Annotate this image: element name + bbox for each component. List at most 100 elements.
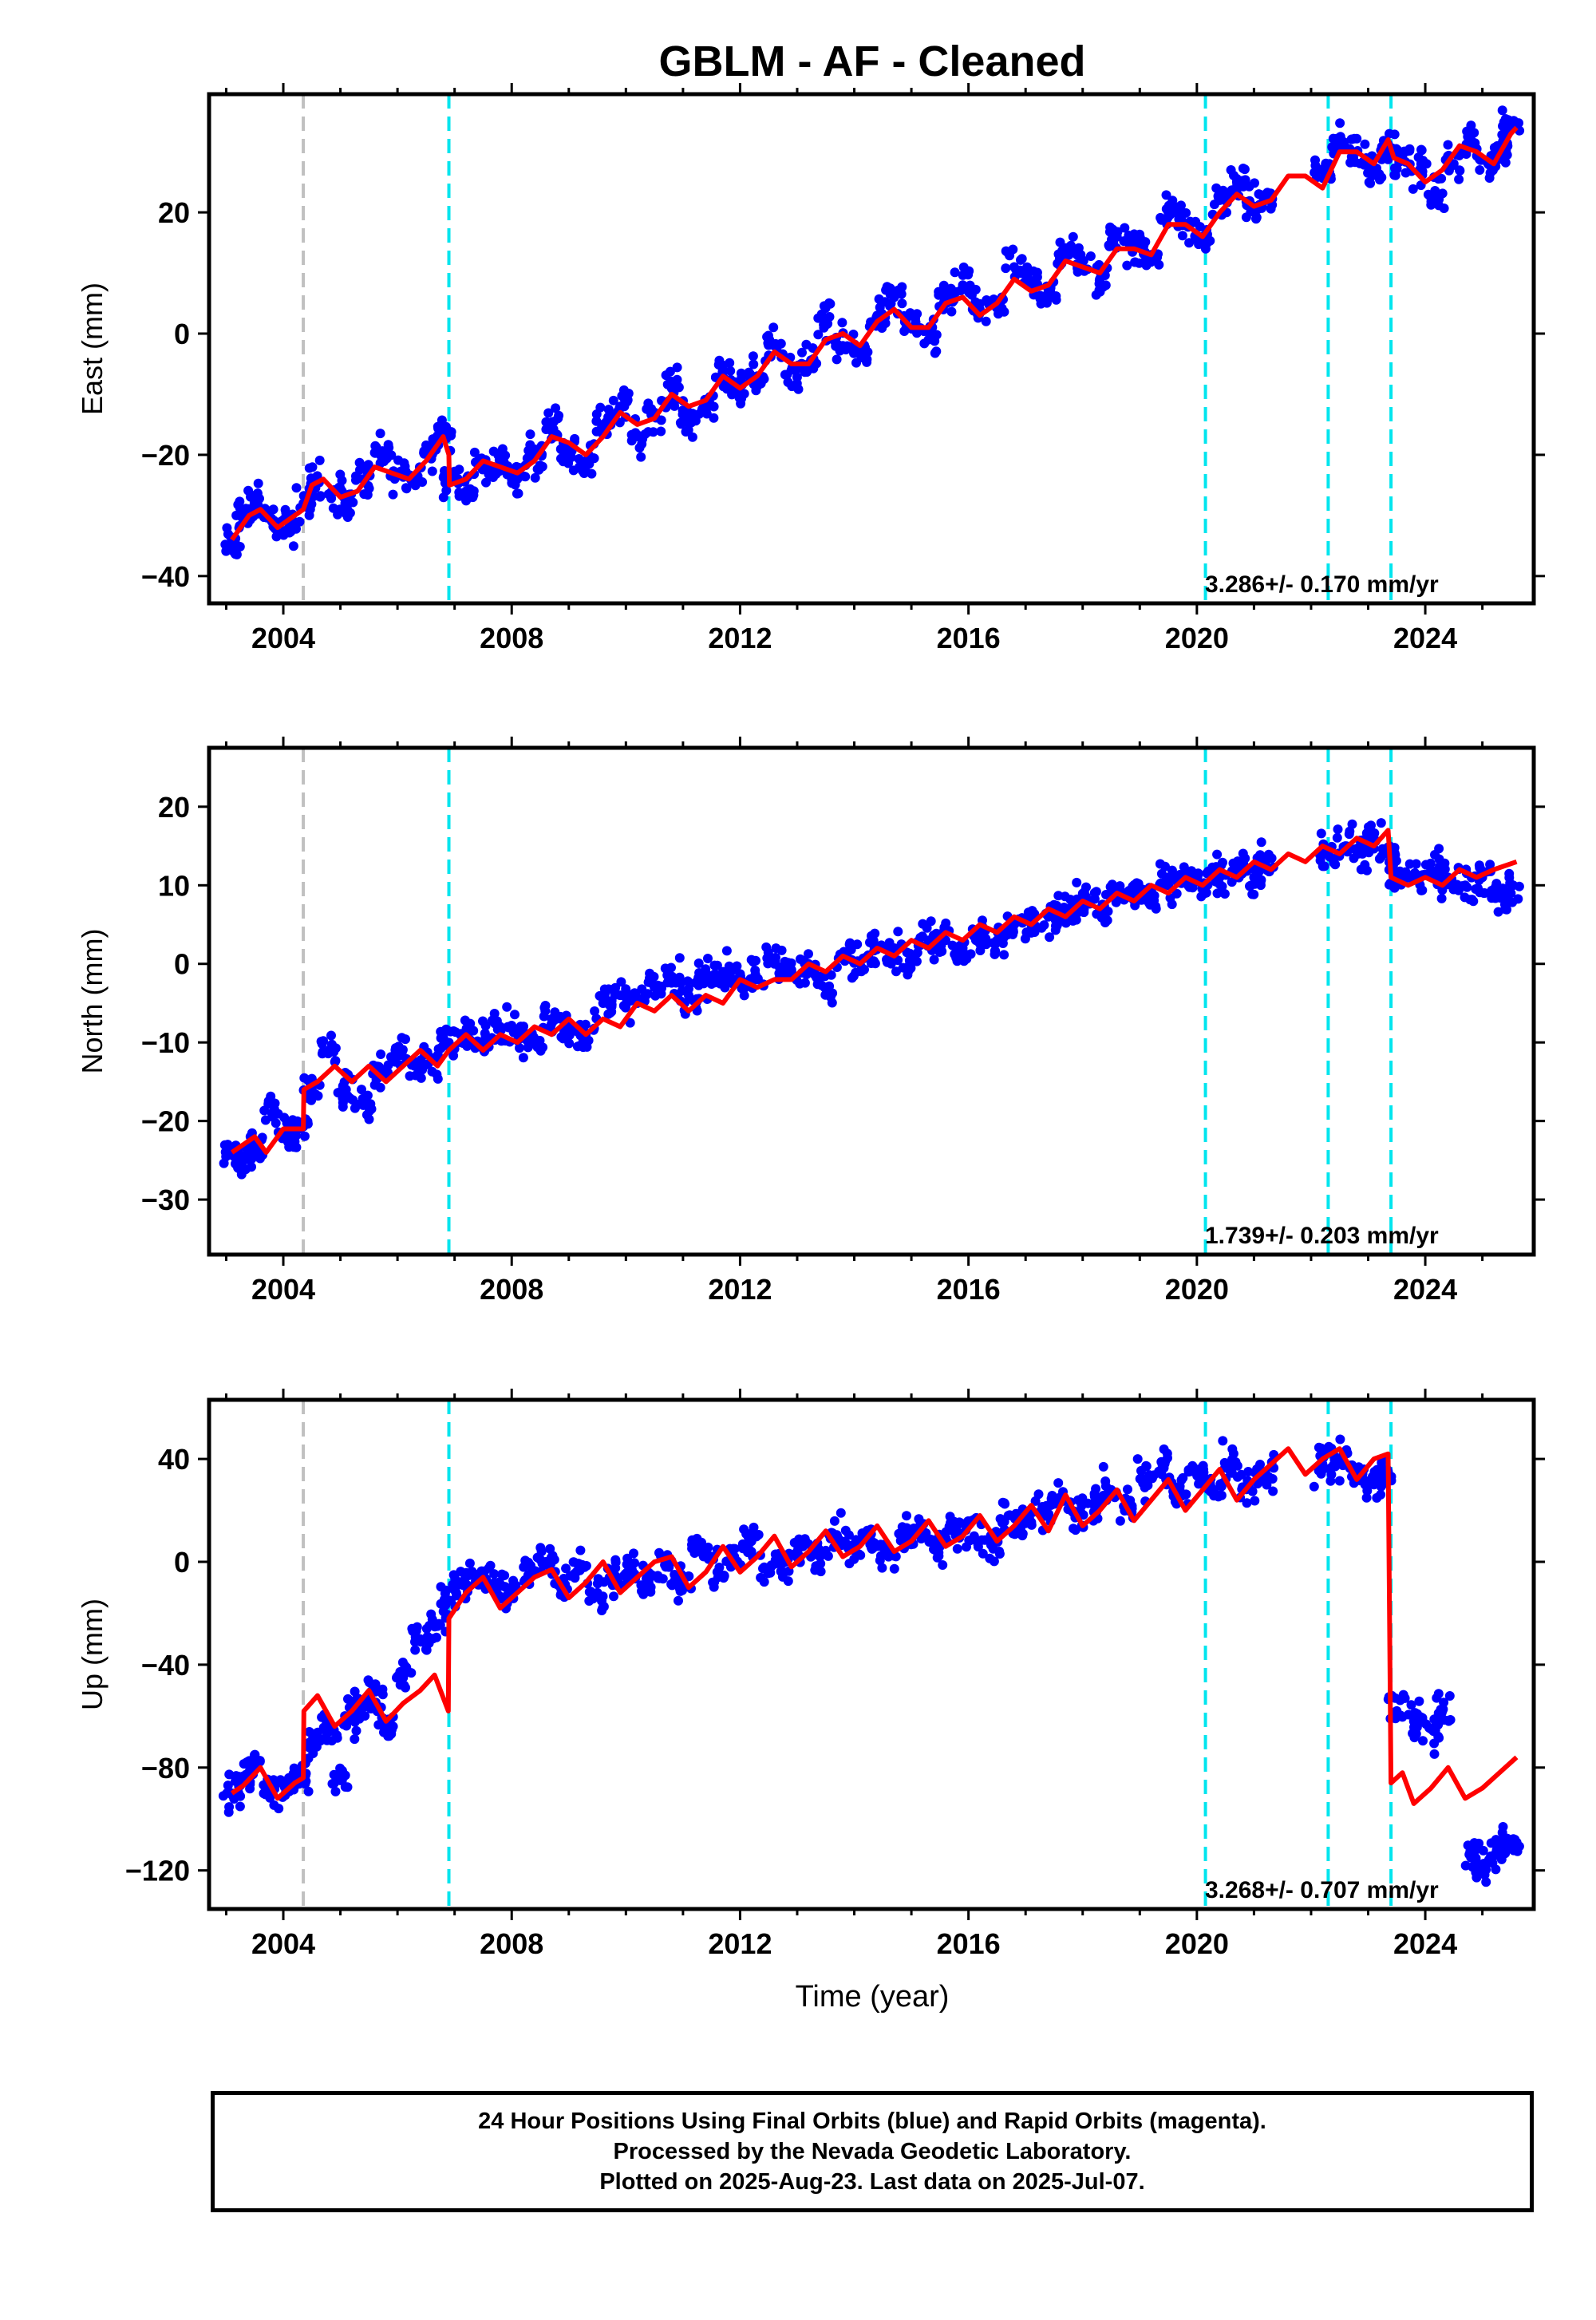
east-data-point [1029,266,1038,276]
east-data-point [840,345,851,355]
north-data-point [259,1105,270,1116]
east-x-tick-label: 2024 [1393,622,1457,654]
up-y-tick-label: −120 [125,1855,190,1887]
north-y-tick-label: 10 [158,869,190,902]
up-data-point [756,1572,766,1583]
north-data-point [909,954,919,964]
north-data-point [1167,865,1177,875]
east-data-point [1154,259,1164,270]
east-data-point [1078,255,1088,266]
up-x-tick-label: 2016 [937,1927,1001,1960]
east-data-point [541,417,551,427]
east-data-point [534,464,544,475]
up-data-point [875,1539,886,1550]
north-data-point [1130,900,1140,911]
east-data-point [672,362,682,373]
north-data-point [1427,868,1437,878]
east-data-point [751,385,761,396]
east-data-point [1194,239,1204,250]
east-data-point [791,365,801,375]
east-data-point [1017,254,1027,264]
east-data-point [736,368,746,378]
up-data-point [1243,1467,1254,1476]
up-data-point [399,1680,409,1690]
north-data-point [824,982,833,992]
north-data-point [1167,899,1177,910]
north-data-point [510,1025,520,1035]
east-data-point [446,427,456,437]
east-data-point [824,312,835,322]
up-data-point [1500,1848,1511,1859]
up-data-point [1144,1470,1155,1480]
east-data-point [709,413,719,423]
north-data-point [245,1144,255,1154]
up-data-point [289,1763,299,1773]
up-data-point [627,1565,637,1575]
north-data-point [299,1131,310,1141]
up-data-point [696,1547,706,1558]
north-data-point [1360,860,1370,870]
east-data-point [462,489,472,500]
north-data-point [292,1116,302,1126]
up-data-point [395,1666,405,1677]
east-data-point [1130,257,1140,267]
east-data-point [1073,243,1084,253]
north-data-point [1212,849,1223,860]
east-data-point [725,366,736,376]
north-y-tick-label: −20 [141,1105,190,1138]
north-data-point [1504,868,1515,879]
up-data-point [609,1591,618,1602]
north-data-point [859,964,869,974]
north-data-point [1052,920,1062,930]
up-data-point [424,1633,434,1643]
north-data-point [1357,845,1367,856]
east-data-point [570,433,580,444]
east-data-point [634,443,645,453]
north-data-point [750,970,760,980]
north-data-point [1319,861,1329,871]
east-data-point [1434,200,1444,211]
east-data-point [749,359,759,370]
east-x-tick-label: 2008 [480,622,543,654]
up-data-point [1033,1489,1044,1500]
east-rate-label: 3.286+/- 0.170 mm/yr [1205,571,1439,598]
up-data-point [1429,1749,1440,1759]
up-data-point [317,1712,327,1722]
east-data-point [851,358,861,368]
up-data-point [1428,1726,1439,1737]
north-data-point [326,1039,337,1049]
east-data-point [525,429,535,440]
up-data-point [579,1562,590,1572]
up-data-point [765,1567,776,1578]
up-data-point [1497,1828,1507,1838]
up-data-point [464,1558,475,1568]
east-data-point [1051,291,1061,301]
east-data-point [630,428,641,438]
up-x-tick-label: 2020 [1165,1927,1229,1960]
up-data-point [758,1563,768,1574]
east-data-point [488,472,498,482]
north-data-point [338,1081,348,1091]
north-data-point [721,946,732,956]
north-data-point [630,988,640,998]
north-data-point [1389,848,1400,858]
up-data-point [476,1566,487,1576]
up-data-point [1414,1696,1424,1706]
up-data-point [749,1522,759,1532]
east-data-point [797,347,807,358]
east-data-point [370,441,381,451]
east-data-point [1156,215,1167,225]
up-data-point [841,1539,851,1549]
north-data-point [1045,932,1055,943]
up-data-point [1115,1516,1125,1526]
north-data-point [693,973,704,983]
up-data-point [895,1535,906,1546]
up-data-point [1486,1838,1496,1848]
east-frame [207,92,1536,606]
east-data-point [307,462,318,472]
north-data-point [674,953,685,963]
east-data-point [294,516,305,527]
east-data-point [523,453,533,464]
up-data-point [350,1734,360,1745]
up-data-point [1470,1864,1480,1874]
